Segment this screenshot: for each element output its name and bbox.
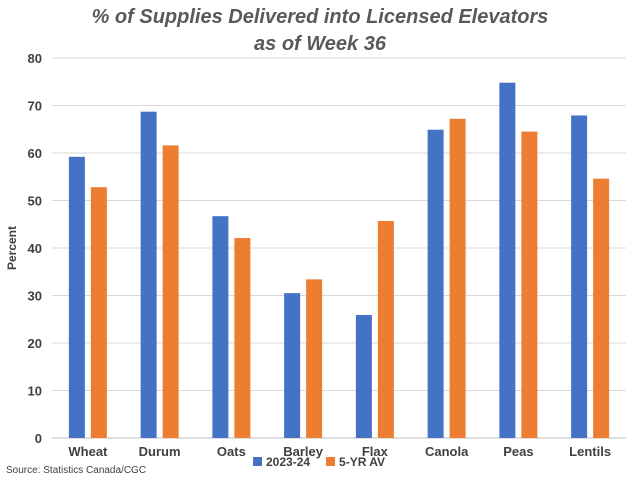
- y-tick-label: 60: [28, 146, 42, 161]
- legend-swatch: [326, 457, 336, 466]
- bar-2023-24-Flax: [355, 314, 372, 438]
- y-tick-label: 70: [28, 99, 42, 114]
- bar-5-YR AV-Peas: [521, 131, 538, 438]
- bar-2023-24-Wheat: [68, 156, 85, 439]
- legend-label: 2023-24: [266, 455, 310, 469]
- bar-5-YR AV-Canola: [449, 118, 466, 439]
- y-tick-label: 80: [28, 51, 42, 66]
- y-tick-label: 50: [28, 194, 42, 209]
- legend-swatch: [253, 457, 262, 466]
- y-tick-label: 30: [28, 289, 42, 304]
- bar-2023-24-Peas: [499, 82, 516, 438]
- bar-2023-24-Oats: [212, 216, 229, 438]
- y-axis-label: Percent: [5, 226, 19, 270]
- y-tick-label: 10: [28, 384, 42, 399]
- bar-2023-24-Canola: [427, 129, 444, 438]
- source-note: Source: Statistics Canada/CGC: [6, 465, 147, 476]
- bar-2023-24-Durum: [140, 111, 157, 439]
- bar-5-YR AV-Oats: [234, 238, 251, 438]
- x-tick-label: Lentils: [569, 444, 611, 459]
- bar-5-YR AV-Lentils: [593, 178, 610, 438]
- x-tick-label: Flax: [362, 444, 389, 459]
- chart-title-line-1: % of Supplies Delivered into Licensed El…: [91, 6, 549, 28]
- y-tick-label: 40: [28, 241, 42, 256]
- bar-5-YR AV-Flax: [377, 220, 394, 438]
- chart-title-line-2: as of Week 36: [254, 33, 386, 55]
- legend-label: 5-YR AV: [339, 455, 385, 469]
- x-tick-label: Canola: [425, 444, 469, 459]
- y-tick-label: 0: [35, 431, 42, 446]
- x-tick-label: Wheat: [68, 444, 108, 459]
- x-tick-label: Oats: [217, 444, 246, 459]
- y-tick-label: 20: [28, 336, 42, 351]
- x-tick-label: Peas: [503, 444, 533, 459]
- x-tick-label: Barley: [283, 444, 324, 459]
- x-tick-label: Durum: [139, 444, 181, 459]
- bar-2023-24-Lentils: [571, 115, 588, 438]
- bar-5-YR AV-Durum: [162, 145, 179, 438]
- bar-5-YR AV-Barley: [306, 279, 323, 438]
- bar-5-YR AV-Wheat: [90, 187, 107, 438]
- bar-2023-24-Barley: [284, 293, 301, 438]
